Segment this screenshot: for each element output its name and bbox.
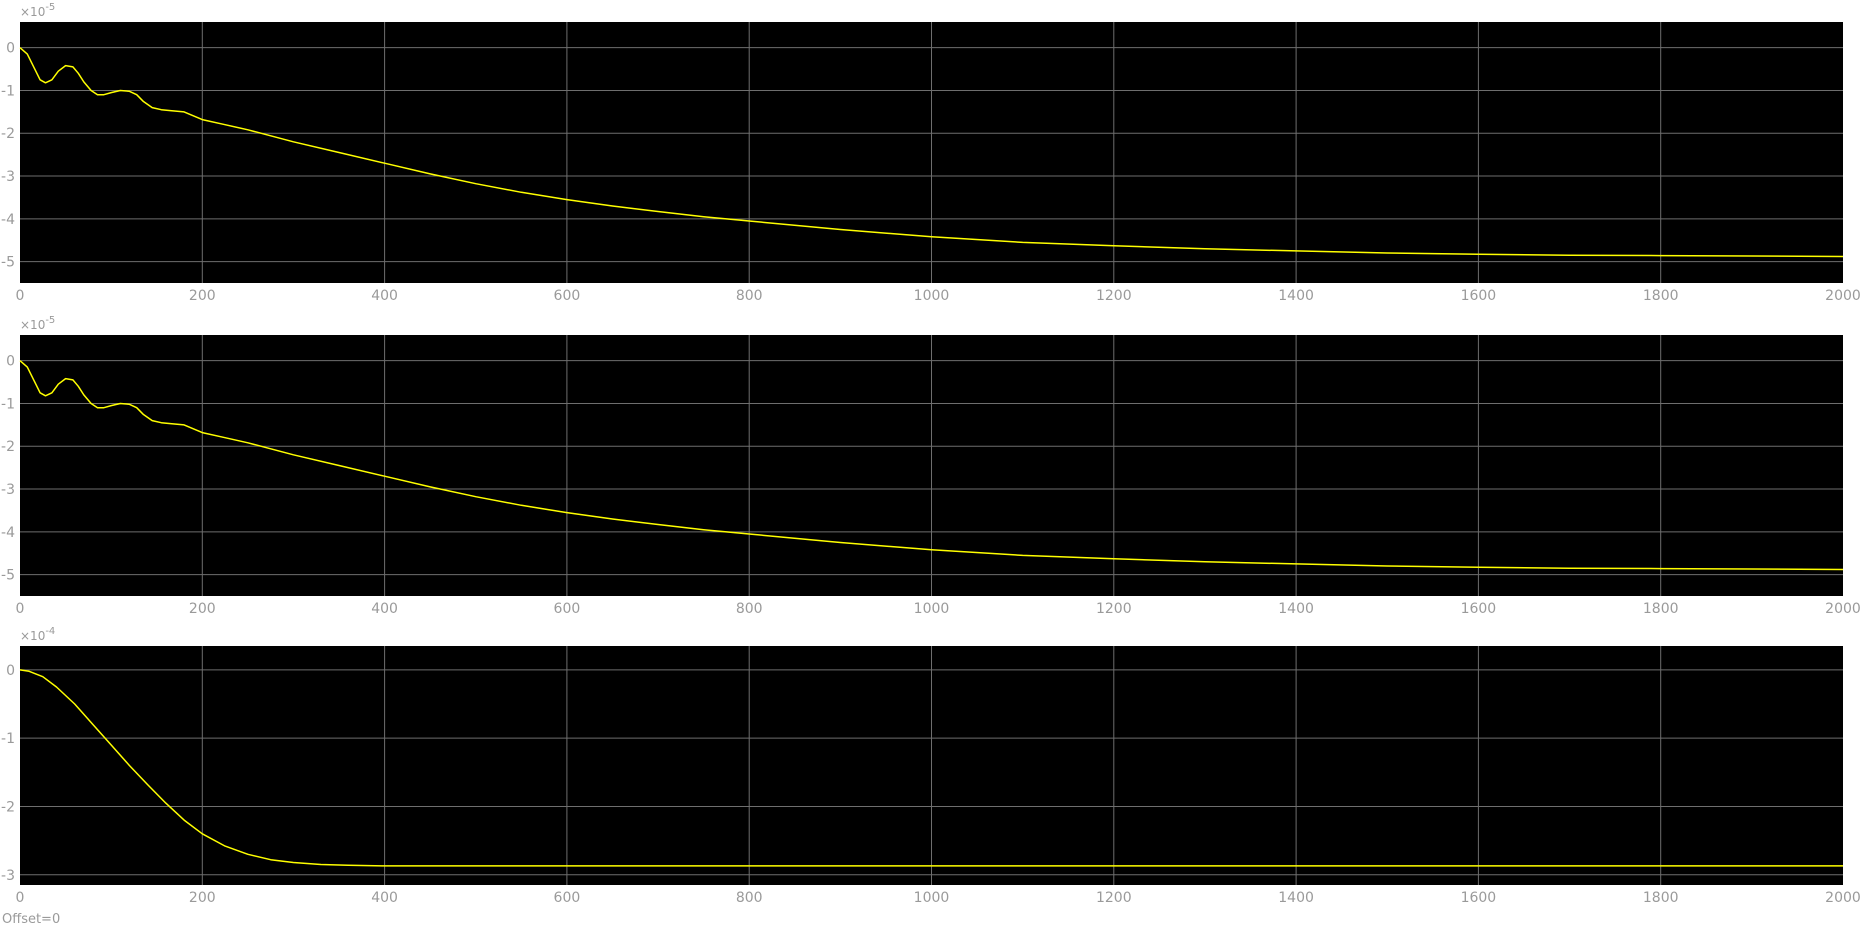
y-tick-label: -2 <box>1 799 15 815</box>
x-tick-label: 1400 <box>1278 288 1314 304</box>
y-exponent-power: -4 <box>45 626 55 637</box>
x-tick-label: 600 <box>554 890 581 906</box>
x-tick-label: 0 <box>16 601 25 617</box>
x-tick-label: 800 <box>736 288 763 304</box>
x-tick-label: 400 <box>371 601 398 617</box>
y-tick-label: -4 <box>1 525 15 541</box>
y-tick-label: 0 <box>6 663 15 679</box>
x-tick-label: 1000 <box>914 890 950 906</box>
x-tick-label: 200 <box>189 890 216 906</box>
y-exponent-label: ×10-5 <box>20 315 55 332</box>
x-tick-label: 1800 <box>1643 890 1679 906</box>
y-tick-label: 0 <box>6 354 15 370</box>
y-exponent-power: -5 <box>45 315 55 326</box>
y-tick-label: -3 <box>1 169 15 185</box>
x-tick-label: 1400 <box>1278 601 1314 617</box>
x-tick-label: 1200 <box>1096 890 1132 906</box>
x-tick-label: 1800 <box>1643 601 1679 617</box>
y-tick-label: -1 <box>1 396 15 412</box>
y-exponent-base: ×10 <box>20 318 45 332</box>
y-exponent-label: ×10-4 <box>20 626 55 643</box>
signal-line-1 <box>19 47 1844 258</box>
y-tick-label: -4 <box>1 212 15 228</box>
x-tick-label: 1600 <box>1461 601 1497 617</box>
x-tick-label: 1800 <box>1643 288 1679 304</box>
x-tick-label: 2000 <box>1825 890 1861 906</box>
y-exponent-base: ×10 <box>20 5 45 19</box>
x-tick-label: 1600 <box>1461 288 1497 304</box>
offset-label: Offset=0 <box>2 912 61 927</box>
x-tick-label: 1000 <box>914 601 950 617</box>
scope-panel-1: 0 200 400 600 800 1000 1200 1400 1600 1800 2000 0 -1… <box>1 2 1861 304</box>
x-tick-label: 1200 <box>1096 288 1132 304</box>
signal-line-1 <box>19 669 1843 867</box>
y-tick-label: -2 <box>1 439 15 455</box>
y-tick-label: 0 <box>6 41 15 57</box>
y-tick-label: -3 <box>1 482 15 498</box>
y-tick-label: -1 <box>1 731 15 747</box>
x-tick-label: 1600 <box>1461 890 1497 906</box>
y-exponent-label: ×10-5 <box>20 2 55 19</box>
y-exponent-power: -5 <box>45 2 55 13</box>
x-tick-label: 200 <box>189 601 216 617</box>
x-tick-label: 600 <box>554 288 581 304</box>
x-tick-label: 0 <box>16 288 25 304</box>
y-tick-label: -5 <box>1 255 15 271</box>
y-tick-label: -5 <box>1 568 15 584</box>
x-tick-label: 400 <box>371 288 398 304</box>
y-tick-label: -2 <box>1 126 15 142</box>
scope-panel-3: 0 200 400 600 800 1000 1200 1400 1600 1800 2000 0 -1… <box>1 626 1861 906</box>
y-tick-label: -1 <box>1 83 15 99</box>
x-tick-label: 800 <box>736 890 763 906</box>
x-tick-label: 1200 <box>1096 601 1132 617</box>
x-tick-label: 800 <box>736 601 763 617</box>
scope-panel-2: 0 200 400 600 800 1000 1200 1400 1600 1800 2000 0 -1… <box>1 315 1861 617</box>
signal-line-1 <box>19 360 1844 571</box>
x-tick-label: 600 <box>554 601 581 617</box>
x-tick-label: 2000 <box>1825 601 1861 617</box>
x-tick-label: 400 <box>371 890 398 906</box>
x-tick-label: 2000 <box>1825 288 1861 304</box>
y-exponent-base: ×10 <box>20 629 45 643</box>
x-tick-label: 1400 <box>1278 890 1314 906</box>
x-tick-label: 1000 <box>914 288 950 304</box>
x-tick-label: 200 <box>189 288 216 304</box>
x-tick-label: 0 <box>16 890 25 906</box>
y-tick-label: -3 <box>1 868 15 884</box>
